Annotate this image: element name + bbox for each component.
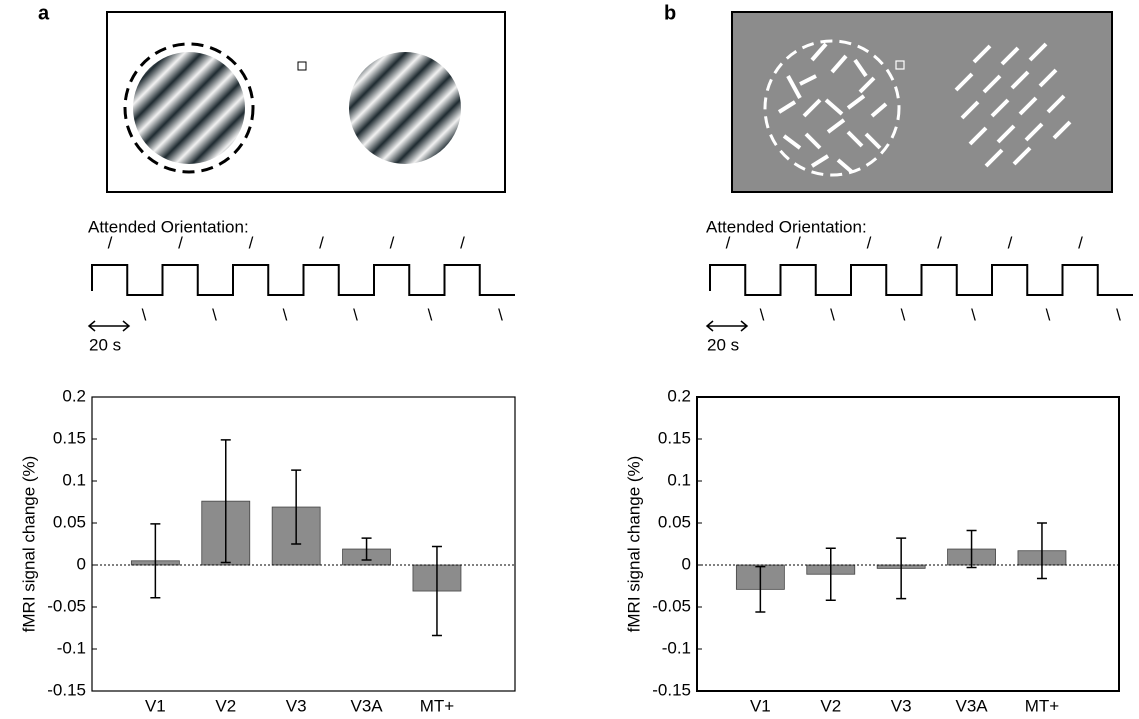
orientation-mark: / xyxy=(726,233,731,252)
y-tick-label: -0.05 xyxy=(47,596,86,615)
orientation-mark: / xyxy=(178,233,183,252)
orientation-mark: \ xyxy=(830,305,835,324)
y-tick-label: -0.05 xyxy=(652,596,691,615)
orientation-mark: / xyxy=(108,233,113,252)
orientation-mark: \ xyxy=(971,305,976,324)
orientation-mark: \ xyxy=(901,305,906,324)
error-bar xyxy=(966,529,977,569)
fixation xyxy=(895,60,905,70)
scale-arrow xyxy=(87,320,131,332)
x-tick-label: V3A xyxy=(350,696,383,715)
y-tick-label: 0.15 xyxy=(53,428,86,447)
orientation-mark: / xyxy=(460,233,465,252)
error-bar xyxy=(220,439,231,564)
error-bar xyxy=(431,545,442,637)
y-tick-label: 0.05 xyxy=(658,512,691,531)
x-tick-label: V3 xyxy=(286,696,307,715)
orientation-mark: / xyxy=(937,233,942,252)
y-tick-label: 0.2 xyxy=(667,386,691,405)
x-tick-label: V3 xyxy=(891,696,912,715)
orientation-mark: / xyxy=(249,233,254,252)
scale-arrow xyxy=(705,320,749,332)
orientation-mark: \ xyxy=(353,305,358,324)
x-tick-label: V3A xyxy=(955,696,988,715)
y-tick-label: 0.2 xyxy=(62,386,86,405)
orientation-mark: / xyxy=(1008,233,1013,252)
scale-label: 20 s xyxy=(89,335,121,354)
x-tick-label: MT+ xyxy=(420,696,455,715)
timecourse xyxy=(709,264,1133,296)
error-bar xyxy=(150,523,161,599)
x-tick-label: V1 xyxy=(750,696,771,715)
y-tick-label: 0.1 xyxy=(62,470,86,489)
error-bar xyxy=(755,565,766,613)
orientation-mark: / xyxy=(1078,233,1083,252)
y-tick-label: 0.05 xyxy=(53,512,86,531)
y-tick-label: 0.15 xyxy=(658,428,691,447)
y-tick-label: -0.15 xyxy=(47,680,86,699)
y-tick-label: 0 xyxy=(682,554,691,573)
y-axis-label: fMRI signal change (%) xyxy=(19,456,38,633)
orientation-mark: \ xyxy=(498,305,503,324)
timecourse xyxy=(91,264,515,296)
x-tick-label: V1 xyxy=(145,696,166,715)
fixation xyxy=(297,61,307,71)
y-axis-label: fMRI signal change (%) xyxy=(624,456,643,633)
orientation-mark: \ xyxy=(428,305,433,324)
error-bar xyxy=(896,537,907,600)
attention-circle xyxy=(123,42,255,174)
orientation-mark: \ xyxy=(1046,305,1051,324)
panel-label: a xyxy=(38,2,50,24)
timecourse-label: Attended Orientation: xyxy=(706,217,867,236)
y-tick-label: -0.1 xyxy=(662,638,691,657)
y-tick-label: 0.1 xyxy=(667,470,691,489)
error-bar xyxy=(291,469,302,545)
y-tick-label: 0 xyxy=(77,554,86,573)
line-field xyxy=(777,42,888,174)
y-tick-label: -0.15 xyxy=(652,680,691,699)
line-field xyxy=(954,42,1072,168)
orientation-mark: \ xyxy=(1116,305,1121,324)
attention-circle xyxy=(763,39,901,177)
orientation-mark: \ xyxy=(760,305,765,324)
plot-frame xyxy=(696,396,1120,692)
orientation-mark: / xyxy=(796,233,801,252)
orientation-mark: \ xyxy=(283,305,288,324)
grating xyxy=(349,52,461,164)
y-tick-label: -0.1 xyxy=(57,638,86,657)
orientation-mark: \ xyxy=(142,305,147,324)
error-bar xyxy=(825,547,836,602)
grating xyxy=(133,52,245,164)
orientation-mark: \ xyxy=(212,305,217,324)
timecourse-label: Attended Orientation: xyxy=(88,217,249,236)
orientation-mark: / xyxy=(319,233,324,252)
error-bar xyxy=(361,537,372,561)
stimulus-frame xyxy=(731,11,1113,193)
x-tick-label: V2 xyxy=(215,696,236,715)
error-bar xyxy=(1036,522,1047,580)
x-tick-label: MT+ xyxy=(1025,696,1060,715)
orientation-mark: / xyxy=(390,233,395,252)
orientation-mark: / xyxy=(867,233,872,252)
x-tick-label: V2 xyxy=(820,696,841,715)
scale-label: 20 s xyxy=(707,335,739,354)
panel-label: b xyxy=(664,2,676,24)
